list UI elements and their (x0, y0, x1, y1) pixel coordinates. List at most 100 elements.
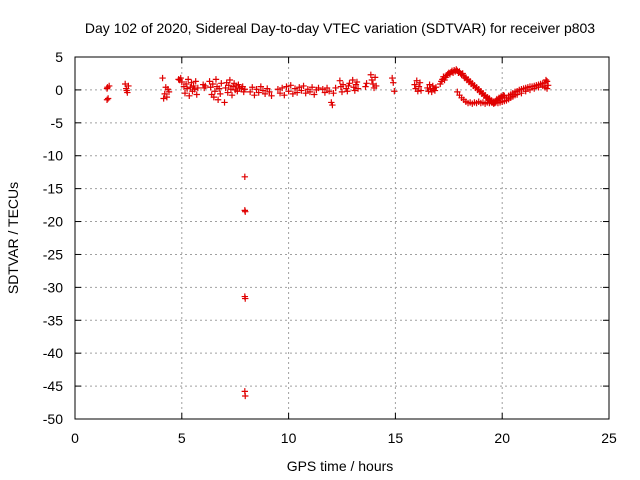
data-point (246, 88, 254, 96)
data-point (194, 84, 202, 92)
y-tick-labels: 5 0 -5 -10 -15 -20 -25 -30 -35 -40 -45 -50 (43, 49, 63, 427)
data-point (319, 86, 326, 93)
data-point (268, 92, 275, 100)
data-points (103, 66, 552, 400)
data-point (414, 88, 422, 95)
data-point (518, 90, 525, 97)
data-point (325, 88, 333, 95)
data-point (543, 78, 551, 85)
data-point (428, 88, 435, 96)
data-point (281, 91, 288, 99)
data-point (274, 86, 282, 93)
data-point (215, 85, 223, 92)
data-point (298, 87, 305, 94)
y-tick-label: 5 (55, 49, 63, 65)
y-tick-label: -30 (43, 279, 63, 295)
data-point (531, 85, 538, 92)
data-point (225, 82, 232, 89)
data-point (221, 99, 228, 106)
data-point (191, 86, 198, 93)
data-point (289, 90, 297, 98)
data-point (454, 88, 461, 96)
data-point (206, 78, 213, 85)
data-point (104, 95, 112, 102)
data-point (544, 82, 552, 89)
data-point (293, 89, 301, 96)
axis-ticks (74, 56, 610, 420)
data-point (178, 78, 185, 86)
y-axis-label: SDTVAR / TECUs (5, 182, 21, 294)
data-point (308, 84, 316, 91)
data-point (321, 89, 329, 96)
data-point (426, 81, 433, 88)
x-tick-labels: 0 5 10 15 20 25 (71, 430, 617, 446)
y-tick-label: -20 (43, 214, 63, 230)
data-point (276, 90, 284, 97)
data-point (104, 84, 111, 91)
data-point (300, 82, 307, 90)
y-tick-label: -40 (43, 345, 63, 361)
y-tick-label: -50 (43, 411, 63, 427)
data-point (261, 90, 269, 98)
data-point (354, 85, 362, 92)
data-point (266, 88, 273, 96)
x-tick-label: 0 (71, 430, 79, 446)
data-point (214, 96, 222, 103)
data-point (187, 84, 194, 91)
data-point (285, 88, 292, 95)
data-point (388, 74, 396, 82)
y-tick-label: -45 (43, 378, 63, 394)
data-point (190, 82, 197, 90)
data-point (259, 87, 267, 94)
chart-title: Day 102 of 2020, Sidereal Day-to-day VTE… (85, 20, 595, 36)
data-point (183, 85, 191, 92)
x-tick-label: 5 (178, 430, 186, 446)
data-point (185, 76, 192, 83)
data-point (257, 83, 265, 90)
data-point (346, 80, 353, 87)
data-point (351, 87, 359, 94)
data-point (234, 88, 241, 95)
y-tick-label: -15 (43, 181, 63, 197)
data-point (424, 84, 431, 92)
data-point (186, 92, 193, 100)
x-tick-label: 10 (281, 430, 297, 446)
data-point (416, 79, 424, 86)
data-point (542, 76, 550, 84)
data-point (323, 84, 331, 92)
data-point (287, 82, 294, 89)
data-point (278, 84, 286, 92)
data-point (241, 173, 249, 180)
data-point (315, 84, 322, 92)
data-point (160, 95, 167, 102)
data-point (218, 80, 225, 87)
data-point (415, 83, 423, 90)
x-axis-label: GPS time / hours (287, 458, 394, 474)
y-tick-label: 0 (55, 82, 63, 98)
x-tick-label: 20 (494, 430, 510, 446)
data-point (339, 81, 347, 88)
data-point (249, 84, 256, 91)
data-point (283, 83, 290, 90)
data-point (543, 85, 551, 92)
data-point (242, 392, 249, 400)
data-point (217, 90, 224, 98)
data-point (413, 77, 420, 84)
data-point (391, 88, 398, 95)
data-point (121, 80, 129, 88)
data-point (535, 84, 542, 91)
data-point (212, 76, 220, 83)
data-point (202, 82, 209, 90)
data-point (222, 84, 229, 92)
data-point (306, 88, 314, 96)
data-point (362, 83, 369, 90)
data-point (349, 76, 356, 84)
y-tick-label: -35 (43, 312, 63, 328)
data-point (526, 86, 534, 94)
data-point (211, 88, 219, 95)
data-point (311, 91, 318, 98)
data-point (296, 84, 303, 91)
data-point (332, 84, 339, 92)
data-point (371, 74, 379, 81)
